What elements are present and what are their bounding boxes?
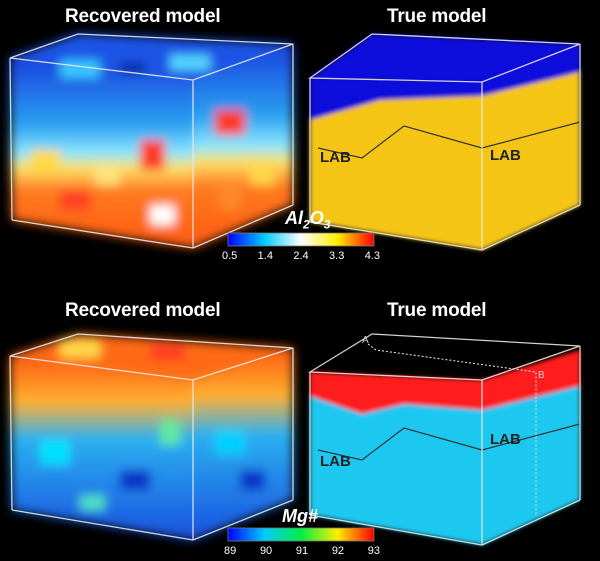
- al2o3-title-sub2: 3: [323, 217, 331, 232]
- mg-tick: 93: [367, 545, 380, 557]
- al2o3-tick: 4.3: [364, 250, 380, 262]
- top-right-title: True model: [387, 6, 487, 27]
- bottom-right-title: True model: [387, 300, 487, 321]
- al2o3-colorbar-title: Al2O3: [285, 208, 330, 232]
- al2o3-colorbar: [227, 232, 375, 247]
- al2o3-title-al: Al: [285, 208, 303, 228]
- recovered-al2o3-box: [9, 33, 294, 249]
- mg-tick: 91: [295, 545, 309, 557]
- al2o3-tick: 1.4: [257, 250, 273, 262]
- recovered-mg-box: [9, 333, 294, 541]
- lab-label-bottom-front: LAB: [320, 453, 351, 470]
- lab-label-top-front: LAB: [320, 149, 351, 166]
- lab-label-bottom-side: LAB: [490, 431, 521, 448]
- al2o3-title-sub1: 2: [303, 217, 310, 232]
- point-a-label: A: [362, 335, 369, 346]
- al2o3-tick: 2.4: [293, 250, 309, 262]
- true-al2o3-box: LAB LAB: [308, 33, 581, 251]
- point-b-label: B: [538, 370, 545, 381]
- al2o3-tick: 3.3: [329, 250, 345, 262]
- true-mg-box: LAB LAB A B: [307, 333, 581, 546]
- top-left-title: Recovered model: [65, 6, 221, 27]
- al2o3-tick: 0.5: [222, 250, 238, 262]
- mg-colorbar-ticks: 89 90 91 92 93: [224, 545, 380, 557]
- al2o3-colorbar-ticks: 0.5 1.4 2.4 3.3 4.3: [222, 250, 380, 262]
- mg-colorbar-title: Mg#: [282, 506, 318, 526]
- mg-tick: 92: [331, 545, 345, 557]
- mg-tick: 90: [259, 545, 273, 557]
- mg-tick: 89: [224, 545, 237, 557]
- lab-label-top-side: LAB: [490, 147, 521, 164]
- al2o3-title-o: O: [309, 208, 324, 228]
- mg-colorbar: [227, 527, 375, 542]
- bottom-left-title: Recovered model: [65, 300, 221, 321]
